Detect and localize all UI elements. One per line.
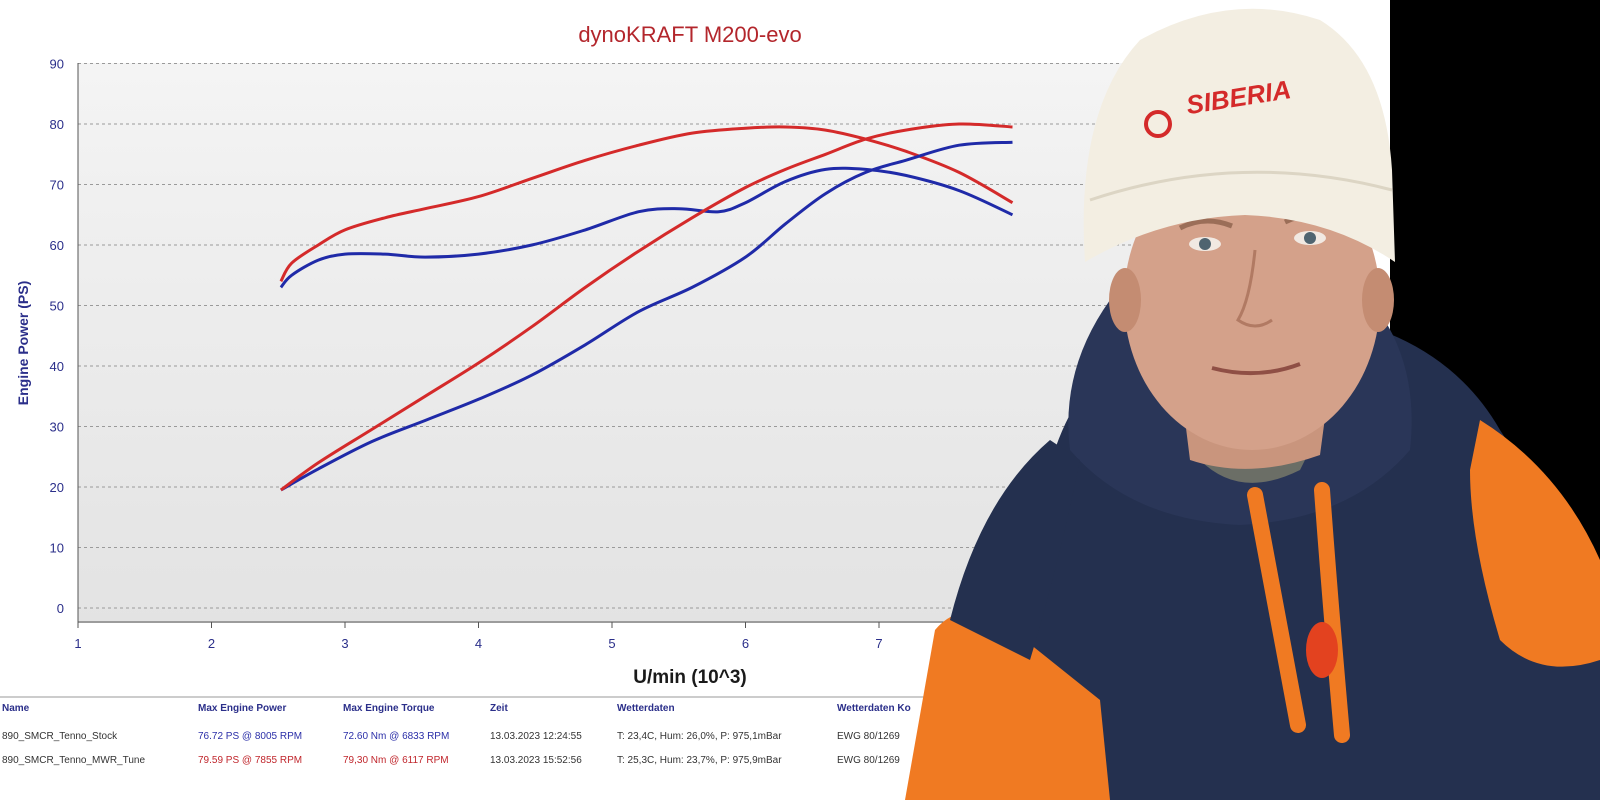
beanie [1083, 8, 1395, 262]
x-axis-ticks: 1 2 3 4 5 6 7 [74, 622, 883, 651]
row1-wetter-ko: EWG 80/1269 [837, 731, 900, 742]
row1-name: 890_SMCR_Tenno_Stock [2, 731, 118, 742]
series-line-1 [279, 166, 1014, 289]
ear-left [1109, 268, 1141, 332]
y-tick-label: 90 [50, 57, 64, 72]
row2-torque: 79,30 Nm @ 6117 RPM [343, 755, 449, 766]
header-max-power: Max Engine Power [198, 703, 286, 714]
y-tick-label: 10 [50, 541, 64, 556]
y-axis-label: Engine Power (PS) [15, 281, 31, 405]
x-tick-label: 5 [608, 636, 615, 651]
x-tick-label: 2 [208, 636, 215, 651]
row2-wetter: T: 25,3C, Hum: 23,7%, P: 975,9mBar [617, 755, 782, 766]
y-tick-label: 70 [50, 178, 64, 193]
series-line-3 [280, 140, 1013, 492]
y-tick-label: 80 [50, 117, 64, 132]
y-axis-ticks: 0 10 20 30 40 50 60 70 80 90 [50, 57, 64, 617]
beanie-cuff-fold [1089, 170, 1393, 202]
row2-power: 79.59 PS @ 7855 RPM [198, 755, 302, 766]
eyebrow-left [1178, 218, 1233, 231]
hoodie-sleeve-right [1470, 420, 1600, 667]
series-group [279, 122, 1014, 492]
header-wetterdaten: Wetterdaten [617, 703, 675, 714]
hoodie-drawstring-left [1247, 487, 1306, 733]
ear-right [1362, 268, 1394, 332]
row1-zeit: 13.03.2023 12:24:55 [490, 731, 582, 742]
series-line-2 [279, 125, 1014, 283]
hoodie-sleeve-left [905, 612, 1110, 800]
x-tick-label: 6 [742, 636, 749, 651]
x-tick-label: 3 [341, 636, 348, 651]
row1-power: 76.72 PS @ 8005 RPM [198, 731, 302, 742]
chart-title: dynoKRAFT M200-evo [578, 22, 801, 47]
results-table: Name Max Engine Power Max Engine Torque … [2, 703, 911, 766]
beanie-logo-emblem [1144, 110, 1172, 138]
chest-logo [1306, 622, 1338, 678]
x-tick-label: 1 [74, 636, 81, 651]
mouth [1211, 362, 1301, 376]
row1-wetter: T: 23,4C, Hum: 26,0%, P: 975,1mBar [617, 731, 782, 742]
series-line-4 [280, 122, 1013, 492]
header-wetterdaten-ko: Wetterdaten Ko [837, 703, 911, 714]
y-tick-label: 20 [50, 480, 64, 495]
x-axis-label: U/min (10^3) [633, 667, 747, 688]
row2-zeit: 13.03.2023 15:52:56 [490, 755, 582, 766]
nose [1235, 249, 1273, 328]
y-tick-label: 40 [50, 359, 64, 374]
row2-name: 890_SMCR_Tenno_MWR_Tune [2, 755, 145, 766]
plot-area [78, 63, 1148, 623]
row1-torque: 72.60 Nm @ 6833 RPM [343, 731, 449, 742]
y-tick-label: 30 [50, 420, 64, 435]
hoodie-drawstring-right [1314, 482, 1350, 743]
hoodie-sleeve-left-navy [950, 440, 1080, 660]
y-tick-label: 60 [50, 238, 64, 253]
pupil-right [1304, 232, 1316, 244]
y-tick-label: 0 [57, 601, 64, 616]
y-tick-label: 50 [50, 299, 64, 314]
x-tick-label: 7 [875, 636, 882, 651]
header-zeit: Zeit [490, 703, 508, 714]
x-tick-label: 4 [475, 636, 482, 651]
row2-wetter-ko: EWG 80/1269 [837, 755, 900, 766]
pupil-left [1199, 238, 1211, 250]
grid-lines [78, 63, 1148, 609]
header-max-torque: Max Engine Torque [343, 703, 435, 714]
header-name: Name [2, 703, 30, 714]
